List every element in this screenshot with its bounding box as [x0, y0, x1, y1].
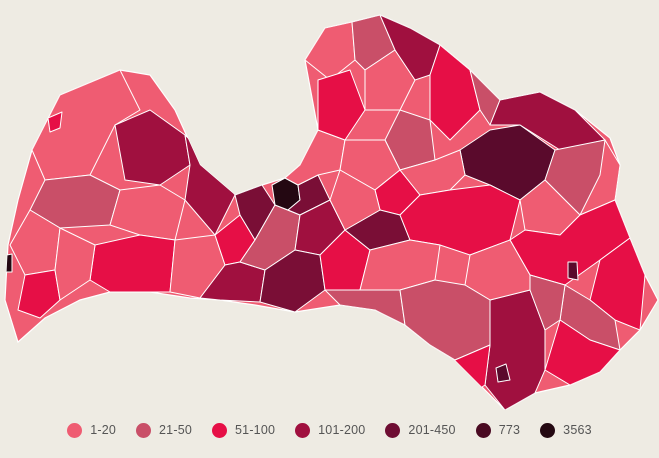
map-region [364, 49, 416, 111]
map-region [495, 363, 511, 383]
legend-label: 21-50 [159, 423, 193, 437]
legend-item: 51-100 [212, 422, 276, 438]
legend-item: 1-20 [67, 422, 117, 438]
map-region [17, 269, 61, 319]
map-region [47, 111, 63, 133]
map-region [89, 234, 176, 293]
legend-swatch [385, 422, 401, 438]
legend-item: 21-50 [136, 422, 193, 438]
map-region [567, 261, 579, 281]
legend-item: 201-450 [385, 422, 456, 438]
legend-swatch [295, 422, 311, 438]
legend-swatch [212, 422, 228, 438]
map-region [324, 289, 406, 326]
map-region [329, 169, 381, 231]
choropleth-map [4, 14, 659, 410]
legend-item: 773 [475, 422, 521, 438]
legend-swatch [67, 422, 83, 438]
legend-swatch [540, 422, 556, 438]
legend-swatch [475, 422, 491, 438]
legend-label: 1-20 [90, 423, 117, 437]
legend-label: 51-100 [235, 423, 276, 437]
map-region [317, 69, 366, 141]
map-region [31, 69, 141, 181]
legend-item: 101-200 [295, 422, 366, 438]
map-region [399, 279, 491, 361]
map-region [54, 227, 96, 301]
map-region [529, 274, 566, 331]
legend-label: 101-200 [318, 423, 366, 437]
map-legend: 1-20 21-50 51-100 101-200 201-450 773 3563 [0, 418, 659, 442]
legend-item: 3563 [540, 422, 592, 438]
legend-swatch [136, 422, 152, 438]
latvia-map-svg [4, 14, 659, 410]
legend-label: 3563 [563, 423, 592, 437]
legend-label: 773 [498, 423, 521, 437]
legend-label: 201-450 [408, 423, 456, 437]
